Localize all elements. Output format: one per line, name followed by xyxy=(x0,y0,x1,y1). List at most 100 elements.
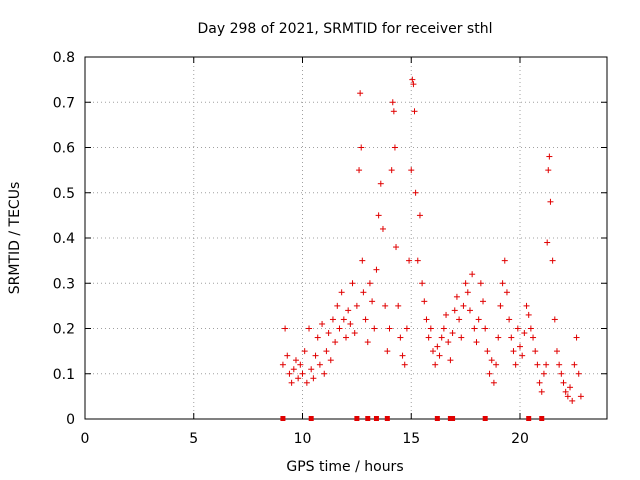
data-point xyxy=(395,302,402,309)
x-tick-label: 10 xyxy=(294,431,312,447)
data-point xyxy=(501,257,508,264)
data-point xyxy=(488,357,495,364)
axis-flag-marker xyxy=(308,416,314,421)
data-point xyxy=(292,357,299,364)
data-point xyxy=(319,320,326,327)
data-point xyxy=(403,325,410,332)
data-point xyxy=(389,99,396,106)
data-point xyxy=(549,257,556,264)
data-point xyxy=(299,370,306,377)
y-tick-label: 0.4 xyxy=(53,231,75,247)
data-point xyxy=(336,325,343,332)
data-point xyxy=(297,361,304,368)
data-point xyxy=(290,366,297,373)
data-point xyxy=(544,239,551,246)
data-point xyxy=(482,325,489,332)
data-point xyxy=(449,330,456,337)
data-point xyxy=(436,352,443,359)
data-point xyxy=(301,348,308,355)
data-point xyxy=(560,379,567,386)
y-tick-label: 0 xyxy=(66,412,75,428)
x-tick-label: 0 xyxy=(81,431,90,447)
data-point xyxy=(532,348,539,355)
data-point xyxy=(460,302,467,309)
axis-flag-marker xyxy=(434,416,440,421)
data-point xyxy=(286,370,293,377)
data-point xyxy=(562,388,569,395)
data-point xyxy=(434,343,441,350)
y-tick-label: 0.1 xyxy=(53,367,75,383)
data-point xyxy=(362,316,369,323)
data-point xyxy=(547,198,554,205)
data-point xyxy=(423,316,430,323)
y-tick-label: 0.3 xyxy=(53,276,75,292)
ticks-layer: 0 5 10 15 20 0 0.1 0.2 0.3 0.4 0.5 0.6 0.7 0.8 xyxy=(53,50,607,447)
data-point xyxy=(469,271,476,278)
data-point xyxy=(351,330,358,337)
axis-flag-marker xyxy=(482,416,488,421)
data-point xyxy=(377,180,384,187)
y-tick-label: 0.5 xyxy=(53,186,75,202)
data-point xyxy=(456,316,463,323)
data-point xyxy=(388,167,395,174)
data-point xyxy=(393,244,400,251)
data-point xyxy=(338,289,345,296)
data-point xyxy=(369,298,376,305)
data-point xyxy=(514,325,521,332)
data-point xyxy=(401,361,408,368)
data-point xyxy=(329,316,336,323)
data-point xyxy=(409,76,416,83)
data-point xyxy=(282,325,289,332)
axis-flag-marker xyxy=(526,416,532,421)
data-point xyxy=(575,370,582,377)
data-point xyxy=(308,366,315,373)
data-point xyxy=(359,257,366,264)
data-point xyxy=(284,352,291,359)
y-tick-label: 0.8 xyxy=(53,50,75,66)
data-point xyxy=(556,361,563,368)
data-point xyxy=(523,302,530,309)
data-point xyxy=(558,370,565,377)
data-point xyxy=(356,167,363,174)
data-point xyxy=(419,280,426,287)
data-point xyxy=(364,339,371,346)
data-point xyxy=(327,357,334,364)
data-point xyxy=(538,388,545,395)
data-point xyxy=(310,375,317,382)
grid-layer xyxy=(85,57,607,419)
y-tick-label: 0.6 xyxy=(53,141,75,157)
data-point xyxy=(534,361,541,368)
data-point xyxy=(410,81,417,88)
data-point xyxy=(564,393,571,400)
data-point xyxy=(506,316,513,323)
data-point xyxy=(499,280,506,287)
flags-layer xyxy=(280,416,545,421)
data-point xyxy=(373,266,380,273)
data-point xyxy=(490,379,497,386)
data-point xyxy=(525,311,532,318)
data-point xyxy=(512,361,519,368)
data-point xyxy=(517,343,523,350)
data-point xyxy=(453,293,460,300)
data-point xyxy=(527,325,534,332)
x-axis-label: GPS time / hours xyxy=(286,459,403,475)
data-point xyxy=(360,289,367,296)
data-point xyxy=(493,361,500,368)
data-point xyxy=(536,379,543,386)
data-point xyxy=(332,339,339,346)
data-point xyxy=(571,361,578,368)
data-point xyxy=(466,307,473,314)
data-point xyxy=(458,334,465,341)
data-point xyxy=(314,334,321,341)
data-point xyxy=(347,320,354,327)
data-point xyxy=(484,348,491,355)
axis-flag-marker xyxy=(450,416,456,421)
data-point xyxy=(464,289,471,296)
data-point xyxy=(473,339,480,346)
data-point xyxy=(497,302,504,309)
data-point xyxy=(427,325,434,332)
data-point xyxy=(445,339,452,346)
data-point xyxy=(543,361,550,368)
axis-flag-marker xyxy=(373,416,379,421)
